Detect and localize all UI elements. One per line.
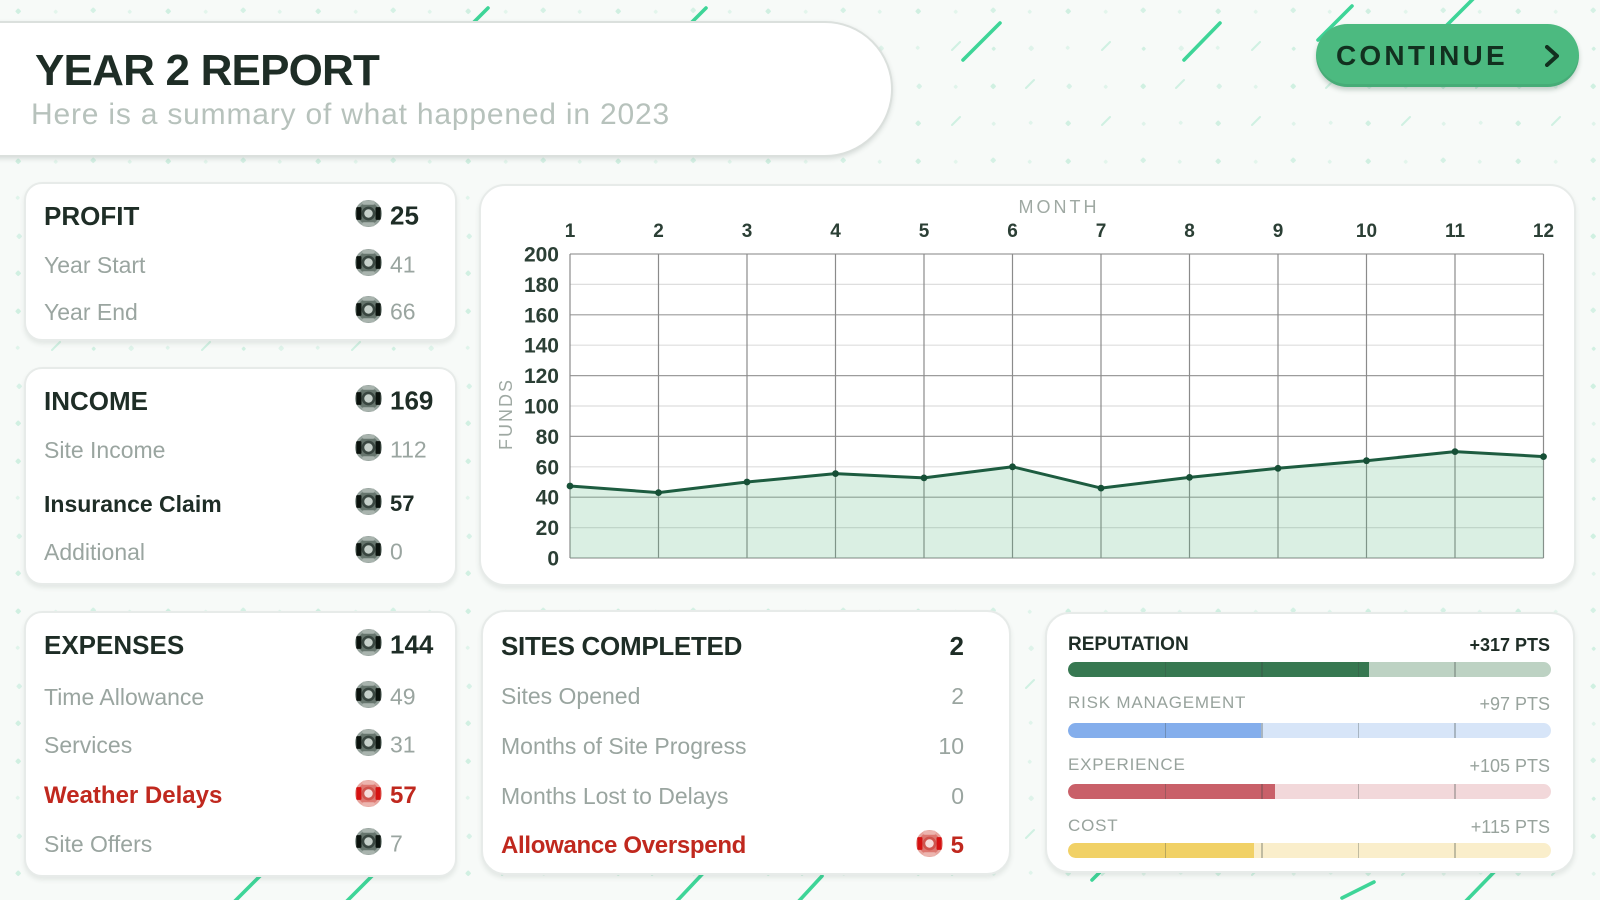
svg-text:5: 5 bbox=[919, 221, 930, 242]
svg-text:10: 10 bbox=[1356, 221, 1377, 242]
svg-text:7: 7 bbox=[1096, 221, 1107, 242]
svg-text:1: 1 bbox=[565, 221, 576, 242]
svg-text:4: 4 bbox=[830, 221, 841, 242]
svg-text:60: 60 bbox=[536, 456, 559, 479]
svg-text:9: 9 bbox=[1273, 221, 1284, 242]
svg-text:2: 2 bbox=[653, 221, 664, 242]
svg-text:8: 8 bbox=[1184, 221, 1195, 242]
svg-text:12: 12 bbox=[1533, 221, 1554, 242]
svg-text:160: 160 bbox=[524, 304, 559, 327]
svg-text:11: 11 bbox=[1445, 221, 1466, 242]
svg-text:0: 0 bbox=[547, 548, 559, 571]
svg-text:MONTH: MONTH bbox=[1019, 197, 1100, 217]
svg-text:120: 120 bbox=[524, 365, 559, 388]
svg-text:3: 3 bbox=[742, 221, 753, 242]
svg-text:FUNDS: FUNDS bbox=[496, 378, 516, 450]
svg-text:200: 200 bbox=[524, 244, 559, 267]
svg-text:6: 6 bbox=[1007, 221, 1018, 242]
svg-text:80: 80 bbox=[536, 426, 559, 449]
svg-text:180: 180 bbox=[524, 274, 559, 297]
svg-text:100: 100 bbox=[524, 396, 559, 419]
svg-text:20: 20 bbox=[536, 517, 559, 540]
svg-text:40: 40 bbox=[536, 487, 559, 510]
svg-text:140: 140 bbox=[524, 335, 559, 358]
